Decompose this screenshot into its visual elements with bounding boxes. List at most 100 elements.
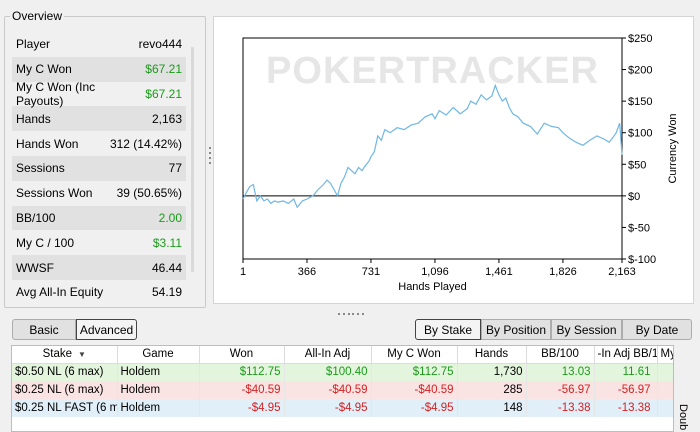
stat-value: $67.21 xyxy=(145,86,182,101)
table-scrollbar[interactable] xyxy=(674,345,700,432)
table-header-row: Stake ▼ Game Won All-In Adj My C Won Hand… xyxy=(12,346,673,364)
vertical-splitter-handle[interactable] xyxy=(209,147,211,167)
cell-bb100: -56.97 xyxy=(526,381,595,399)
column-header-game[interactable]: Game xyxy=(117,346,200,364)
overview-panel xyxy=(4,16,206,308)
stat-label: BB/100 xyxy=(16,210,56,225)
x-tick-label: 1,096 xyxy=(421,266,449,278)
table-row[interactable]: $0.25 NL FAST (6 max)Holdem-$4.95-$4.95-… xyxy=(12,399,673,417)
stat-row: My C Won (Inc Payouts) $67.21 xyxy=(12,80,186,108)
x-tick-label: 1,461 xyxy=(485,266,513,278)
stat-row: WWSF 46.44 xyxy=(12,255,186,280)
cell-hands: 148 xyxy=(457,399,527,417)
stat-row: My C Won $67.21 xyxy=(12,56,186,82)
y-tick-label: $-50 xyxy=(628,222,650,234)
y-tick-label: $-100 xyxy=(628,254,656,266)
column-header-won[interactable]: Won xyxy=(199,346,285,364)
y-tick-label: $100 xyxy=(628,128,652,140)
stat-value: revo444 xyxy=(138,37,182,52)
stat-row: Sessions 77 xyxy=(12,155,186,181)
column-header-stake[interactable]: Stake ▼ xyxy=(12,346,118,364)
by-date-button[interactable]: By Date xyxy=(622,319,692,340)
basic-button[interactable]: Basic xyxy=(12,319,76,340)
stat-label: WWSF xyxy=(16,260,54,275)
stat-row: Player revo444 xyxy=(12,32,186,57)
cell-won: -$40.59 xyxy=(199,381,285,399)
stat-row: Hands Won 312 (14.42%) xyxy=(12,131,186,156)
series-line xyxy=(242,83,623,209)
x-tick-label: 2,163 xyxy=(608,266,636,278)
cell-allin-adj: $100.40 xyxy=(284,363,372,381)
results-table: Stake ▼ Game Won All-In Adj My C Won Hand… xyxy=(12,346,673,417)
stats-scrollbar[interactable] xyxy=(191,47,194,272)
by-stake-button[interactable]: By Stake xyxy=(415,319,481,340)
stat-value: 312 (14.42%) xyxy=(109,136,182,151)
by-session-button[interactable]: By Session xyxy=(551,319,622,340)
cell-game: Holdem xyxy=(117,399,200,417)
by-position-button[interactable]: By Position xyxy=(481,319,551,340)
x-tick-label: 731 xyxy=(362,266,380,278)
chart-panel: POKERTRACKER $250 $200 $150 $100 $50 $0 $-50 $-1… xyxy=(213,16,694,304)
chart-watermark: POKERTRACKER xyxy=(266,50,599,92)
stat-label: Sessions Won xyxy=(16,186,93,201)
cell-allin-adj-bb100: -13.38 xyxy=(594,399,658,417)
cell-stake: $0.50 NL (6 max) xyxy=(12,363,118,381)
stat-label: Player xyxy=(16,37,51,52)
cell-won: -$4.95 xyxy=(199,399,285,417)
cell-allin-adj: -$4.95 xyxy=(284,399,372,417)
column-header-allin-adj-bb100[interactable]: -In Adj BB/1 xyxy=(594,346,658,364)
column-header-my-c-won[interactable]: My C Won xyxy=(371,346,458,364)
stat-value: 46.44 xyxy=(151,260,182,275)
column-header-hands[interactable]: Hands xyxy=(457,346,527,364)
stat-value: 77 xyxy=(168,161,182,176)
y-tick-label: $150 xyxy=(628,96,652,108)
cell-my xyxy=(657,381,673,399)
stat-label: My C Won (Inc Payouts) xyxy=(16,80,96,108)
stat-label: My C / 100 xyxy=(16,235,75,250)
stat-value: 2,163 xyxy=(151,111,182,126)
y-tick-label: $250 xyxy=(628,33,652,45)
stat-label: Hands xyxy=(16,111,51,126)
cell-game: Holdem xyxy=(117,381,200,399)
cell-my-c-won: -$4.95 xyxy=(371,399,458,417)
x-axis-label: Hands Played xyxy=(398,281,467,293)
stat-row: BB/100 2.00 xyxy=(12,205,186,231)
cell-my-c-won: $112.75 xyxy=(371,363,458,381)
stat-value: 39 (50.65%) xyxy=(116,186,182,201)
table-row[interactable]: $0.50 NL (6 max) Holdem $112.75 $100.40 $112… xyxy=(12,363,673,381)
y-axis-label: Currency Won xyxy=(667,113,679,183)
stat-row: Hands 2,163 xyxy=(12,106,186,132)
cell-game: Holdem xyxy=(117,363,200,381)
table-row[interactable]: $0.25 NL (6 max) Holdem -$40.59 -$40.59 -$40… xyxy=(12,381,673,399)
cell-hands: 1,730 xyxy=(457,363,527,381)
results-table-panel: Stake ▼ Game Won All-In Adj My C Won Hand… xyxy=(11,345,674,432)
cell-allin-adj-bb100: 11.61 xyxy=(594,363,658,381)
stat-label: Sessions xyxy=(16,161,65,176)
column-header-my[interactable]: My xyxy=(657,346,673,364)
x-tick-label: 1,826 xyxy=(549,266,577,278)
column-header-bb100[interactable]: BB/100 xyxy=(526,346,595,364)
stat-label: Avg All-In Equity xyxy=(16,285,104,300)
stats-list: Player revo444 My C Won $67.21 My C Won (Inc… xyxy=(12,32,186,305)
overview-title: Overview xyxy=(10,9,65,23)
cell-my xyxy=(657,363,673,381)
cell-stake: $0.25 NL FAST (6 max) xyxy=(12,399,118,417)
stat-value: $3.11 xyxy=(152,235,182,250)
table-side-label: Doub xyxy=(677,404,689,431)
cell-allin-adj: -$40.59 xyxy=(284,381,372,399)
cell-allin-adj-bb100: -56.97 xyxy=(594,381,658,399)
stat-row: Avg All-In Equity 54.19 xyxy=(12,280,186,305)
advanced-button[interactable]: Advanced xyxy=(76,319,137,340)
cell-bb100: -13.38 xyxy=(526,399,595,417)
cell-my xyxy=(657,399,673,417)
horizontal-splitter-handle[interactable] xyxy=(338,313,364,315)
sort-down-icon: ▼ xyxy=(78,350,86,360)
column-header-allin-adj[interactable]: All-In Adj xyxy=(284,346,372,364)
cell-my-c-won: -$40.59 xyxy=(371,381,458,399)
cell-stake: $0.25 NL (6 max) xyxy=(12,381,118,399)
y-tick-label: $0 xyxy=(628,191,640,203)
cell-hands: 285 xyxy=(457,381,527,399)
stat-value: $67.21 xyxy=(145,62,182,77)
y-tick-label: $200 xyxy=(628,65,652,77)
